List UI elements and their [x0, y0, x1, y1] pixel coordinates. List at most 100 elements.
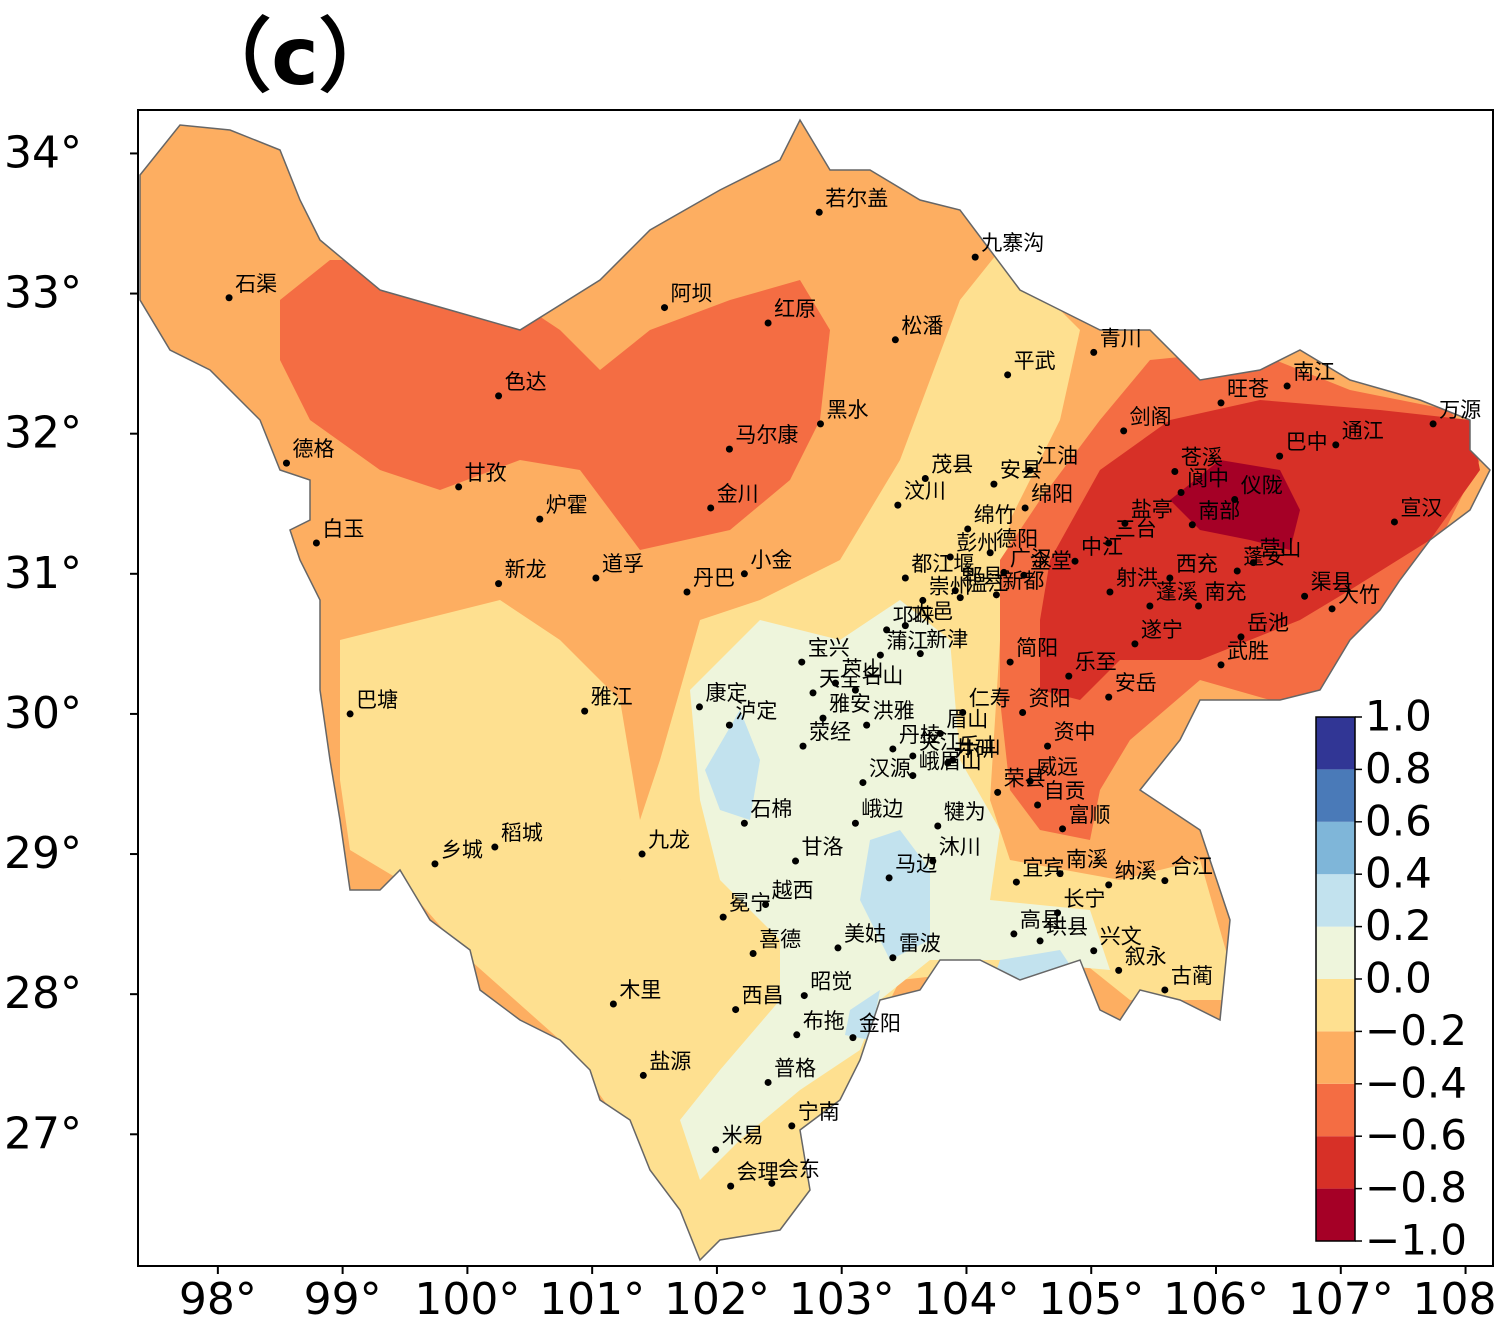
station-dot [495, 580, 503, 588]
station-label: 德格 [292, 437, 334, 461]
station-label: 射洪 [1116, 566, 1158, 590]
station-label: 泸定 [735, 699, 777, 723]
station-label: 石渠 [235, 272, 277, 296]
station-label: 峨边 [861, 797, 903, 821]
field-region [860, 830, 930, 960]
station-label: 茂县 [931, 453, 973, 477]
station-label: 黑水 [826, 398, 868, 422]
station-dot [712, 1146, 720, 1154]
station-label: 三台 [1115, 517, 1157, 541]
station-dot [1021, 504, 1029, 512]
station-label: 崇州 [929, 574, 971, 598]
station-dot [919, 596, 927, 604]
station-label: 汶川 [904, 479, 946, 503]
station-dot [1020, 571, 1028, 579]
station-dot [661, 304, 669, 312]
station-label: 南江 [1293, 360, 1335, 384]
chart-title: （c） [191, 10, 398, 103]
colorbar-label: 0.2 [1365, 901, 1432, 950]
station-label: 九龙 [648, 828, 690, 852]
station-label: 万源 [1439, 398, 1481, 422]
station-label: 稻城 [501, 821, 543, 845]
station-dot [1217, 399, 1225, 407]
overlay: 98° 99° 100° 101° 102° 103° 104° 105° 106° 107° 10… [4, 127, 1500, 1325]
station-dot [1019, 709, 1027, 717]
colorbar-label: −0.4 [1365, 1058, 1467, 1107]
station-label: 小金 [750, 548, 792, 572]
station-label: 仪陇 [1241, 474, 1283, 498]
station-dot [1010, 930, 1018, 938]
station-dot [1106, 588, 1114, 596]
station-dot [727, 1182, 735, 1190]
station-label: 金川 [717, 482, 759, 506]
station-dot [1249, 559, 1257, 567]
station-dot [1105, 693, 1113, 701]
station-dot [964, 525, 972, 533]
station-label: 乡城 [441, 838, 483, 862]
station-label: 安县 [1000, 458, 1042, 482]
station-label: 康定 [705, 681, 747, 705]
station-label: 宜宾 [1022, 856, 1064, 880]
station-dot [762, 900, 770, 908]
station-label: 仁寿 [969, 687, 1011, 711]
x-tick-label: 107° [1288, 1274, 1394, 1325]
station-label: 德阳 [996, 527, 1038, 551]
station-dot [768, 1179, 776, 1187]
station-label: 长宁 [1064, 887, 1106, 911]
field-region [280, 260, 830, 550]
station-label: 资中 [1054, 720, 1096, 744]
station-label: 简阳 [1016, 636, 1058, 660]
station-label: 雅安 [829, 692, 871, 716]
colorbar-band [1316, 1031, 1355, 1084]
station-label: 丹棱 [899, 723, 941, 747]
station-label: 木里 [619, 978, 661, 1002]
station-dot [1115, 966, 1123, 974]
x-tick-label: 98° [179, 1274, 257, 1325]
station-dot [1429, 420, 1437, 428]
station-label: 剑阁 [1130, 405, 1172, 429]
station-dot [1195, 602, 1203, 610]
station-label: 绵竹 [974, 503, 1016, 527]
station-dot [1026, 777, 1034, 785]
station-label: 都江堰 [911, 552, 974, 576]
station-dot [946, 553, 954, 561]
station-label: 西昌 [742, 984, 784, 1008]
station-label: 巴中 [1286, 430, 1328, 454]
station-label: 红原 [774, 297, 816, 321]
station-dot [992, 591, 1000, 599]
station-dot [851, 819, 859, 827]
station-dot [431, 860, 439, 868]
station-label: 眉山 [946, 708, 988, 732]
station-label: 荥经 [809, 720, 851, 744]
station-label: 犍为 [944, 800, 986, 824]
station-label: 叙永 [1125, 944, 1167, 968]
x-tick-label: 99° [304, 1274, 382, 1325]
station-dot [971, 253, 979, 261]
station-label: 荣县 [1004, 766, 1046, 790]
station-dot [225, 294, 233, 302]
station-dot [909, 752, 917, 760]
station-label: 金阳 [859, 1012, 901, 1036]
station-dot [1231, 496, 1239, 504]
station-dot [1233, 567, 1241, 575]
station-label: 南溪 [1066, 848, 1108, 872]
y-tick-label: 33° [4, 268, 82, 319]
station-dot [1328, 605, 1336, 613]
station-label: 美姑 [844, 922, 886, 946]
colorbar-label: 0.8 [1365, 744, 1432, 793]
station-label: 芦山 [841, 657, 883, 681]
station-dot [793, 1031, 801, 1039]
station-label: 盐亭 [1131, 497, 1173, 521]
station-dot [936, 730, 944, 738]
station-dot [815, 208, 823, 216]
station-label: 富顺 [1069, 803, 1111, 827]
station-label: 新龙 [505, 558, 547, 582]
colorbar-band [1316, 717, 1355, 770]
station-label: 阿坝 [671, 282, 713, 306]
station-label: 威远 [1036, 755, 1078, 779]
station-dot [1131, 640, 1139, 648]
station-label: 大竹 [1338, 583, 1380, 607]
station-label: 乐至 [1075, 650, 1117, 674]
station-dot [346, 710, 354, 718]
station-label: 井研 [954, 737, 996, 761]
